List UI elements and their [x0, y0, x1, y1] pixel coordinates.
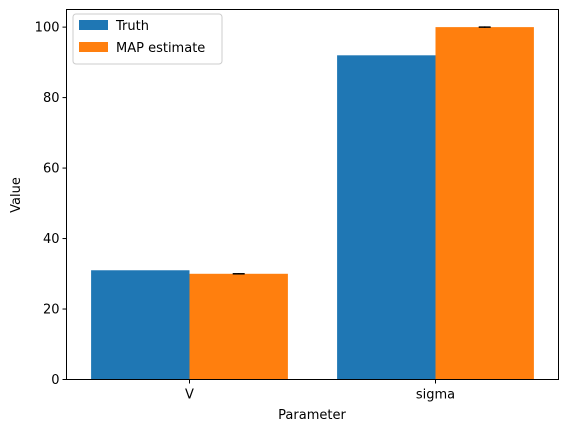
- x-tick-label: sigma: [416, 388, 455, 403]
- error-bar-sigma: [478, 26, 491, 28]
- legend-box: [72, 13, 223, 65]
- bar-truth-v: [91, 270, 190, 380]
- bars-layer: [91, 27, 534, 380]
- x-tick-label: V: [185, 388, 194, 403]
- legend: Truth MAP estimate: [72, 13, 223, 65]
- bar-truth-sigma: [337, 55, 436, 380]
- y-tick-label: 20: [43, 303, 60, 318]
- y-tick-label: 0: [51, 373, 59, 388]
- plot-frame: [66, 9, 559, 380]
- error-bars-layer: [232, 26, 491, 275]
- legend-label-map-estimate: MAP estimate: [116, 41, 205, 56]
- y-axis: 0 20 40 60 80 100: [35, 21, 67, 388]
- y-axis-label: Value: [9, 177, 24, 213]
- y-tick-label: 40: [43, 232, 60, 247]
- legend-label-truth: Truth: [115, 19, 149, 34]
- bar-map-estimate-v: [189, 273, 288, 380]
- legend-swatch-map-estimate: [79, 42, 108, 52]
- y-tick-label: 60: [43, 162, 60, 177]
- x-axis-label: Parameter: [278, 408, 346, 423]
- error-bar-v: [232, 273, 245, 275]
- bar-map-estimate-sigma: [435, 27, 534, 380]
- y-tick-label: 80: [43, 91, 60, 106]
- legend-swatch-truth: [79, 20, 108, 30]
- y-tick-label: 100: [35, 21, 60, 36]
